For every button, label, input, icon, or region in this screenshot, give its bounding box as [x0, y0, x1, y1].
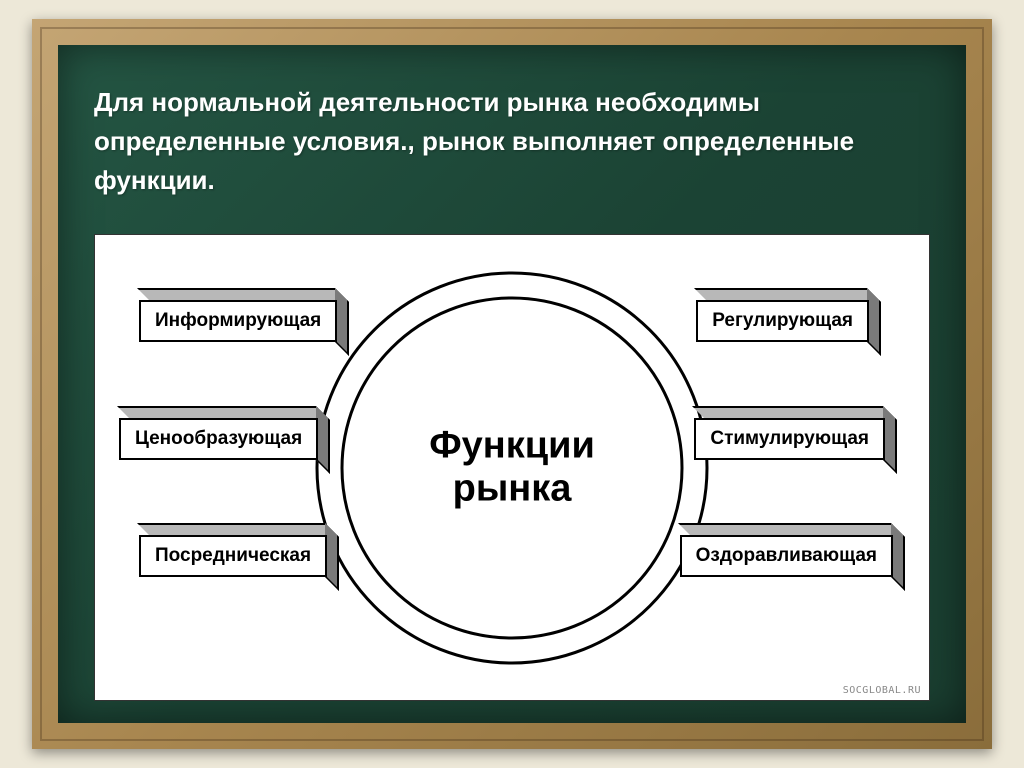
diagram-center-title: Функции рынка	[429, 424, 595, 511]
block-label: Ценообразующая	[119, 418, 318, 460]
function-block-sanitizing: Оздоравливающая	[680, 535, 893, 577]
watermark-text: SOCGLOBAL.RU	[843, 685, 921, 696]
block-label: Регулирующая	[696, 300, 869, 342]
block-label: Информирующая	[139, 300, 337, 342]
function-block-informing: Информирующая	[139, 300, 337, 342]
block-label: Оздоравливающая	[680, 535, 893, 577]
chalkboard-frame: Для нормальной деятельности рынка необхо…	[32, 19, 992, 749]
function-block-intermediary: Посредническая	[139, 535, 327, 577]
slide-heading: Для нормальной деятельности рынка необхо…	[94, 83, 930, 200]
block-label: Стимулирующая	[694, 418, 885, 460]
chalkboard-surface: Для нормальной деятельности рынка необхо…	[58, 45, 966, 723]
function-block-stimulating: Стимулирующая	[694, 418, 885, 460]
center-line-1: Функции	[429, 424, 595, 468]
diagram-inner: Функции рынка Информирующая Регулирующая…	[95, 235, 929, 700]
function-block-regulating: Регулирующая	[696, 300, 869, 342]
diagram-container: Функции рынка Информирующая Регулирующая…	[94, 234, 930, 701]
block-label: Посредническая	[139, 535, 327, 577]
center-line-2: рынка	[429, 468, 595, 512]
function-block-pricing: Ценообразующая	[119, 418, 318, 460]
